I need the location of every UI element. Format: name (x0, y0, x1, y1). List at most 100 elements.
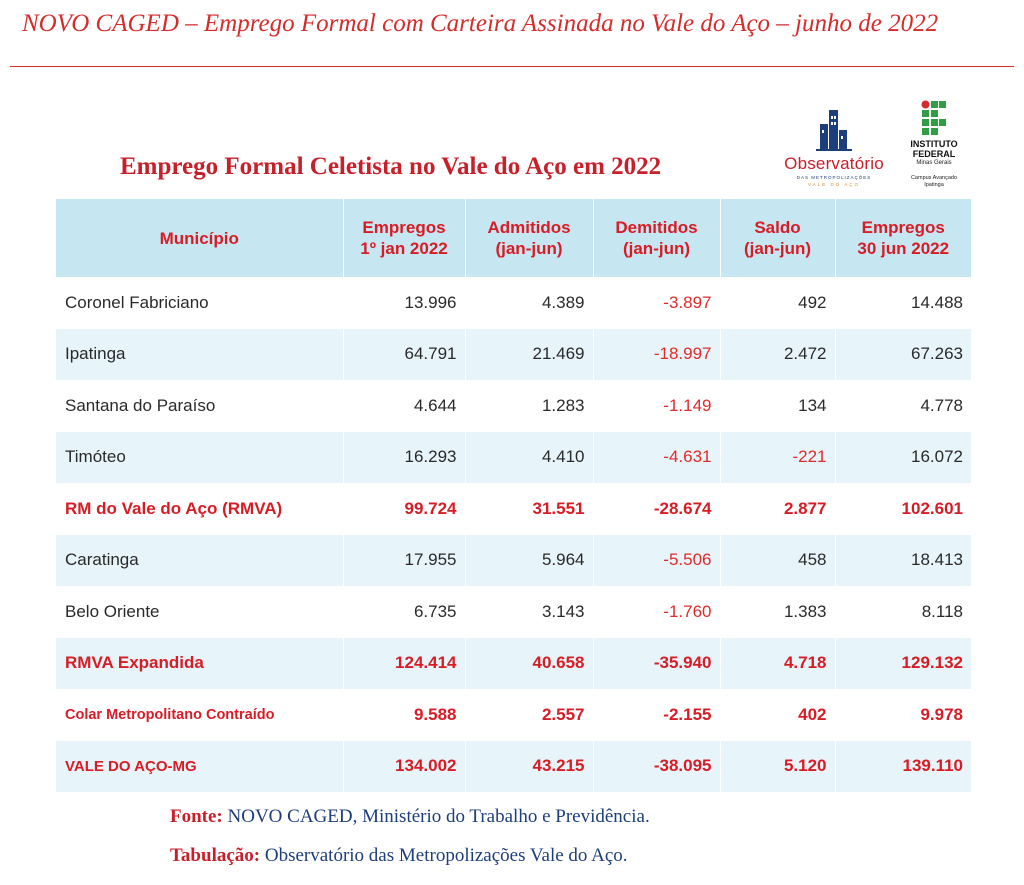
header-divider (10, 66, 1014, 67)
cell-emp-jun: 18.413 (834, 534, 971, 586)
cell-demitidos: -18.997 (592, 328, 720, 380)
cell-municipio: Coronel Fabriciano (65, 292, 209, 312)
cell-municipio: Belo Oriente (65, 601, 160, 621)
col-header-line1: Empregos (861, 218, 945, 237)
cell-demitidos: -3.897 (592, 277, 720, 329)
col-header-admitidos: Admitidos (jan-jun) (464, 199, 593, 277)
table-header-row: Município Empregos 1º jan 2022 Admitidos… (56, 199, 971, 277)
source-label: Fonte: (170, 806, 223, 827)
col-header-municipio: Município (56, 199, 343, 277)
table-row-subtotal: Colar Metropolitano Contraído 9.588 2.55… (56, 689, 971, 741)
col-header-line1: Empregos (362, 218, 446, 237)
cell-emp-jun: 67.263 (834, 328, 971, 380)
cell-demitidos: -1.149 (592, 380, 720, 432)
col-header-municipio-label: Município (159, 228, 239, 248)
cell-emp-jan: 4.644 (342, 380, 465, 432)
table-title: Emprego Formal Celetista no Vale do Aço … (120, 153, 662, 180)
observatorio-name: Observatório (784, 154, 884, 173)
source-text: NOVO CAGED, Ministério do Trabalho e Pre… (227, 806, 650, 827)
table-row: Belo Oriente 6.735 3.143 -1.760 1.383 8.… (56, 586, 971, 638)
employment-table: Município Empregos 1º jan 2022 Admitidos… (56, 199, 971, 792)
cell-emp-jan: 64.791 (342, 328, 465, 380)
cell-saldo: 1.383 (719, 586, 835, 638)
cell-emp-jan: 13.996 (342, 277, 465, 329)
cell-emp-jun: 9.978 (834, 689, 971, 741)
buildings-logo-icon (816, 110, 852, 151)
table-row: Ipatinga 64.791 21.469 -18.997 2.472 67.… (56, 328, 971, 380)
cell-emp-jun: 16.072 (834, 431, 971, 483)
cell-municipio: VALE DO AÇO-MG (56, 740, 343, 792)
cell-emp-jan: 124.414 (342, 637, 465, 689)
cell-demitidos: -4.631 (592, 431, 720, 483)
tabulation-note: Tabulação: Observatório das Metropolizaç… (170, 845, 628, 867)
cell-demitidos: -5.506 (592, 534, 720, 586)
col-header-line1: Saldo (754, 218, 801, 237)
cell-municipio: Colar Metropolitano Contraído (65, 706, 275, 723)
if-grid-logo-icon (921, 100, 946, 135)
tabulation-text: Observatório das Metropolizações Vale do… (264, 845, 628, 866)
cell-emp-jan: 134.002 (342, 740, 465, 792)
col-header-line2: (jan-jun) (495, 239, 563, 258)
cell-saldo: 458 (719, 534, 835, 586)
cell-saldo: 402 (719, 689, 835, 741)
cell-emp-jun: 4.778 (834, 380, 971, 432)
cell-demitidos: -35.940 (592, 637, 720, 689)
cell-admitidos: 21.469 (464, 328, 593, 380)
cell-emp-jun: 129.132 (834, 637, 971, 689)
cell-saldo: 492 (719, 277, 835, 329)
cell-admitidos: 43.215 (464, 740, 593, 792)
cell-emp-jun: 102.601 (834, 483, 971, 535)
col-header-empregos-jan: Empregos 1º jan 2022 (342, 199, 465, 277)
cell-admitidos: 31.551 (464, 483, 593, 535)
cell-saldo: 4.718 (719, 637, 835, 689)
col-header-line2: (jan-jun) (743, 239, 812, 258)
observatorio-subtitle: DAS METROPOLIZAÇÕES (796, 175, 872, 180)
cell-admitidos: 4.410 (464, 431, 593, 483)
cell-admitidos: 1.283 (464, 380, 593, 432)
cell-admitidos: 4.389 (464, 277, 593, 329)
table-row-subtotal: RMVA Expandida 124.414 40.658 -35.940 4.… (56, 637, 971, 689)
cell-municipio: RM do Vale do Aço (RMVA) (65, 498, 283, 518)
cell-demitidos: -2.155 (592, 689, 720, 741)
if-campus: Campus Avançado Ipatinga (894, 175, 974, 189)
cell-saldo: 134 (719, 380, 835, 432)
if-name: INSTITUTO FEDERAL (894, 139, 974, 159)
observatorio-region: VALE DO AÇO (808, 182, 860, 187)
col-header-line1: Demitidos (615, 218, 698, 237)
cell-emp-jan: 6.735 (342, 586, 465, 638)
if-campus-line1: Campus Avançado (910, 175, 958, 181)
cell-admitidos: 3.143 (464, 586, 593, 638)
cell-emp-jun: 8.118 (834, 586, 971, 638)
source-note: Fonte: NOVO CAGED, Ministério do Trabalh… (170, 806, 650, 828)
table-row: Coronel Fabriciano 13.996 4.389 -3.897 4… (56, 277, 971, 329)
cell-admitidos: 2.557 (464, 689, 593, 741)
cell-emp-jan: 16.293 (342, 431, 465, 483)
if-state: Minas Gerais (916, 160, 952, 166)
cell-admitidos: 40.658 (464, 637, 593, 689)
tabulation-label: Tabulação: (170, 845, 261, 866)
instituto-federal-logo: INSTITUTO FEDERAL Minas Gerais Campus Av… (894, 100, 974, 196)
cell-admitidos: 5.964 (464, 534, 593, 586)
cell-municipio: Santana do Paraíso (65, 395, 216, 415)
table-row: Caratinga 17.955 5.964 -5.506 458 18.413 (56, 534, 971, 586)
cell-municipio: RMVA Expandida (56, 637, 343, 689)
cell-saldo: 2.472 (719, 328, 835, 380)
cell-emp-jan: 9.588 (342, 689, 465, 741)
if-name-line2: FEDERAL (912, 149, 956, 159)
cell-municipio: Caratinga (56, 534, 343, 586)
cell-saldo: 5.120 (719, 740, 835, 792)
cell-emp-jan: 17.955 (342, 534, 465, 586)
cell-municipio: Ipatinga (56, 328, 343, 380)
col-header-demitidos: Demitidos (jan-jun) (592, 199, 720, 277)
cell-demitidos: -28.674 (592, 483, 720, 535)
cell-demitidos: -38.095 (592, 740, 720, 792)
cell-emp-jun: 139.110 (834, 740, 971, 792)
observatorio-logo: Observatório DAS METROPOLIZAÇÕES VALE DO… (776, 106, 892, 192)
col-header-saldo: Saldo (jan-jun) (719, 199, 835, 277)
col-header-line2: 30 jun 2022 (857, 239, 950, 258)
col-header-line1: Admitidos (487, 218, 571, 237)
table-row: Santana do Paraíso 4.644 1.283 -1.149 13… (56, 380, 971, 432)
if-campus-line2: Ipatinga (924, 182, 944, 188)
table-row: Timóteo 16.293 4.410 -4.631 -221 16.072 (56, 431, 971, 483)
table-row-subtotal: RM do Vale do Aço (RMVA) 99.724 31.551 -… (56, 483, 971, 535)
